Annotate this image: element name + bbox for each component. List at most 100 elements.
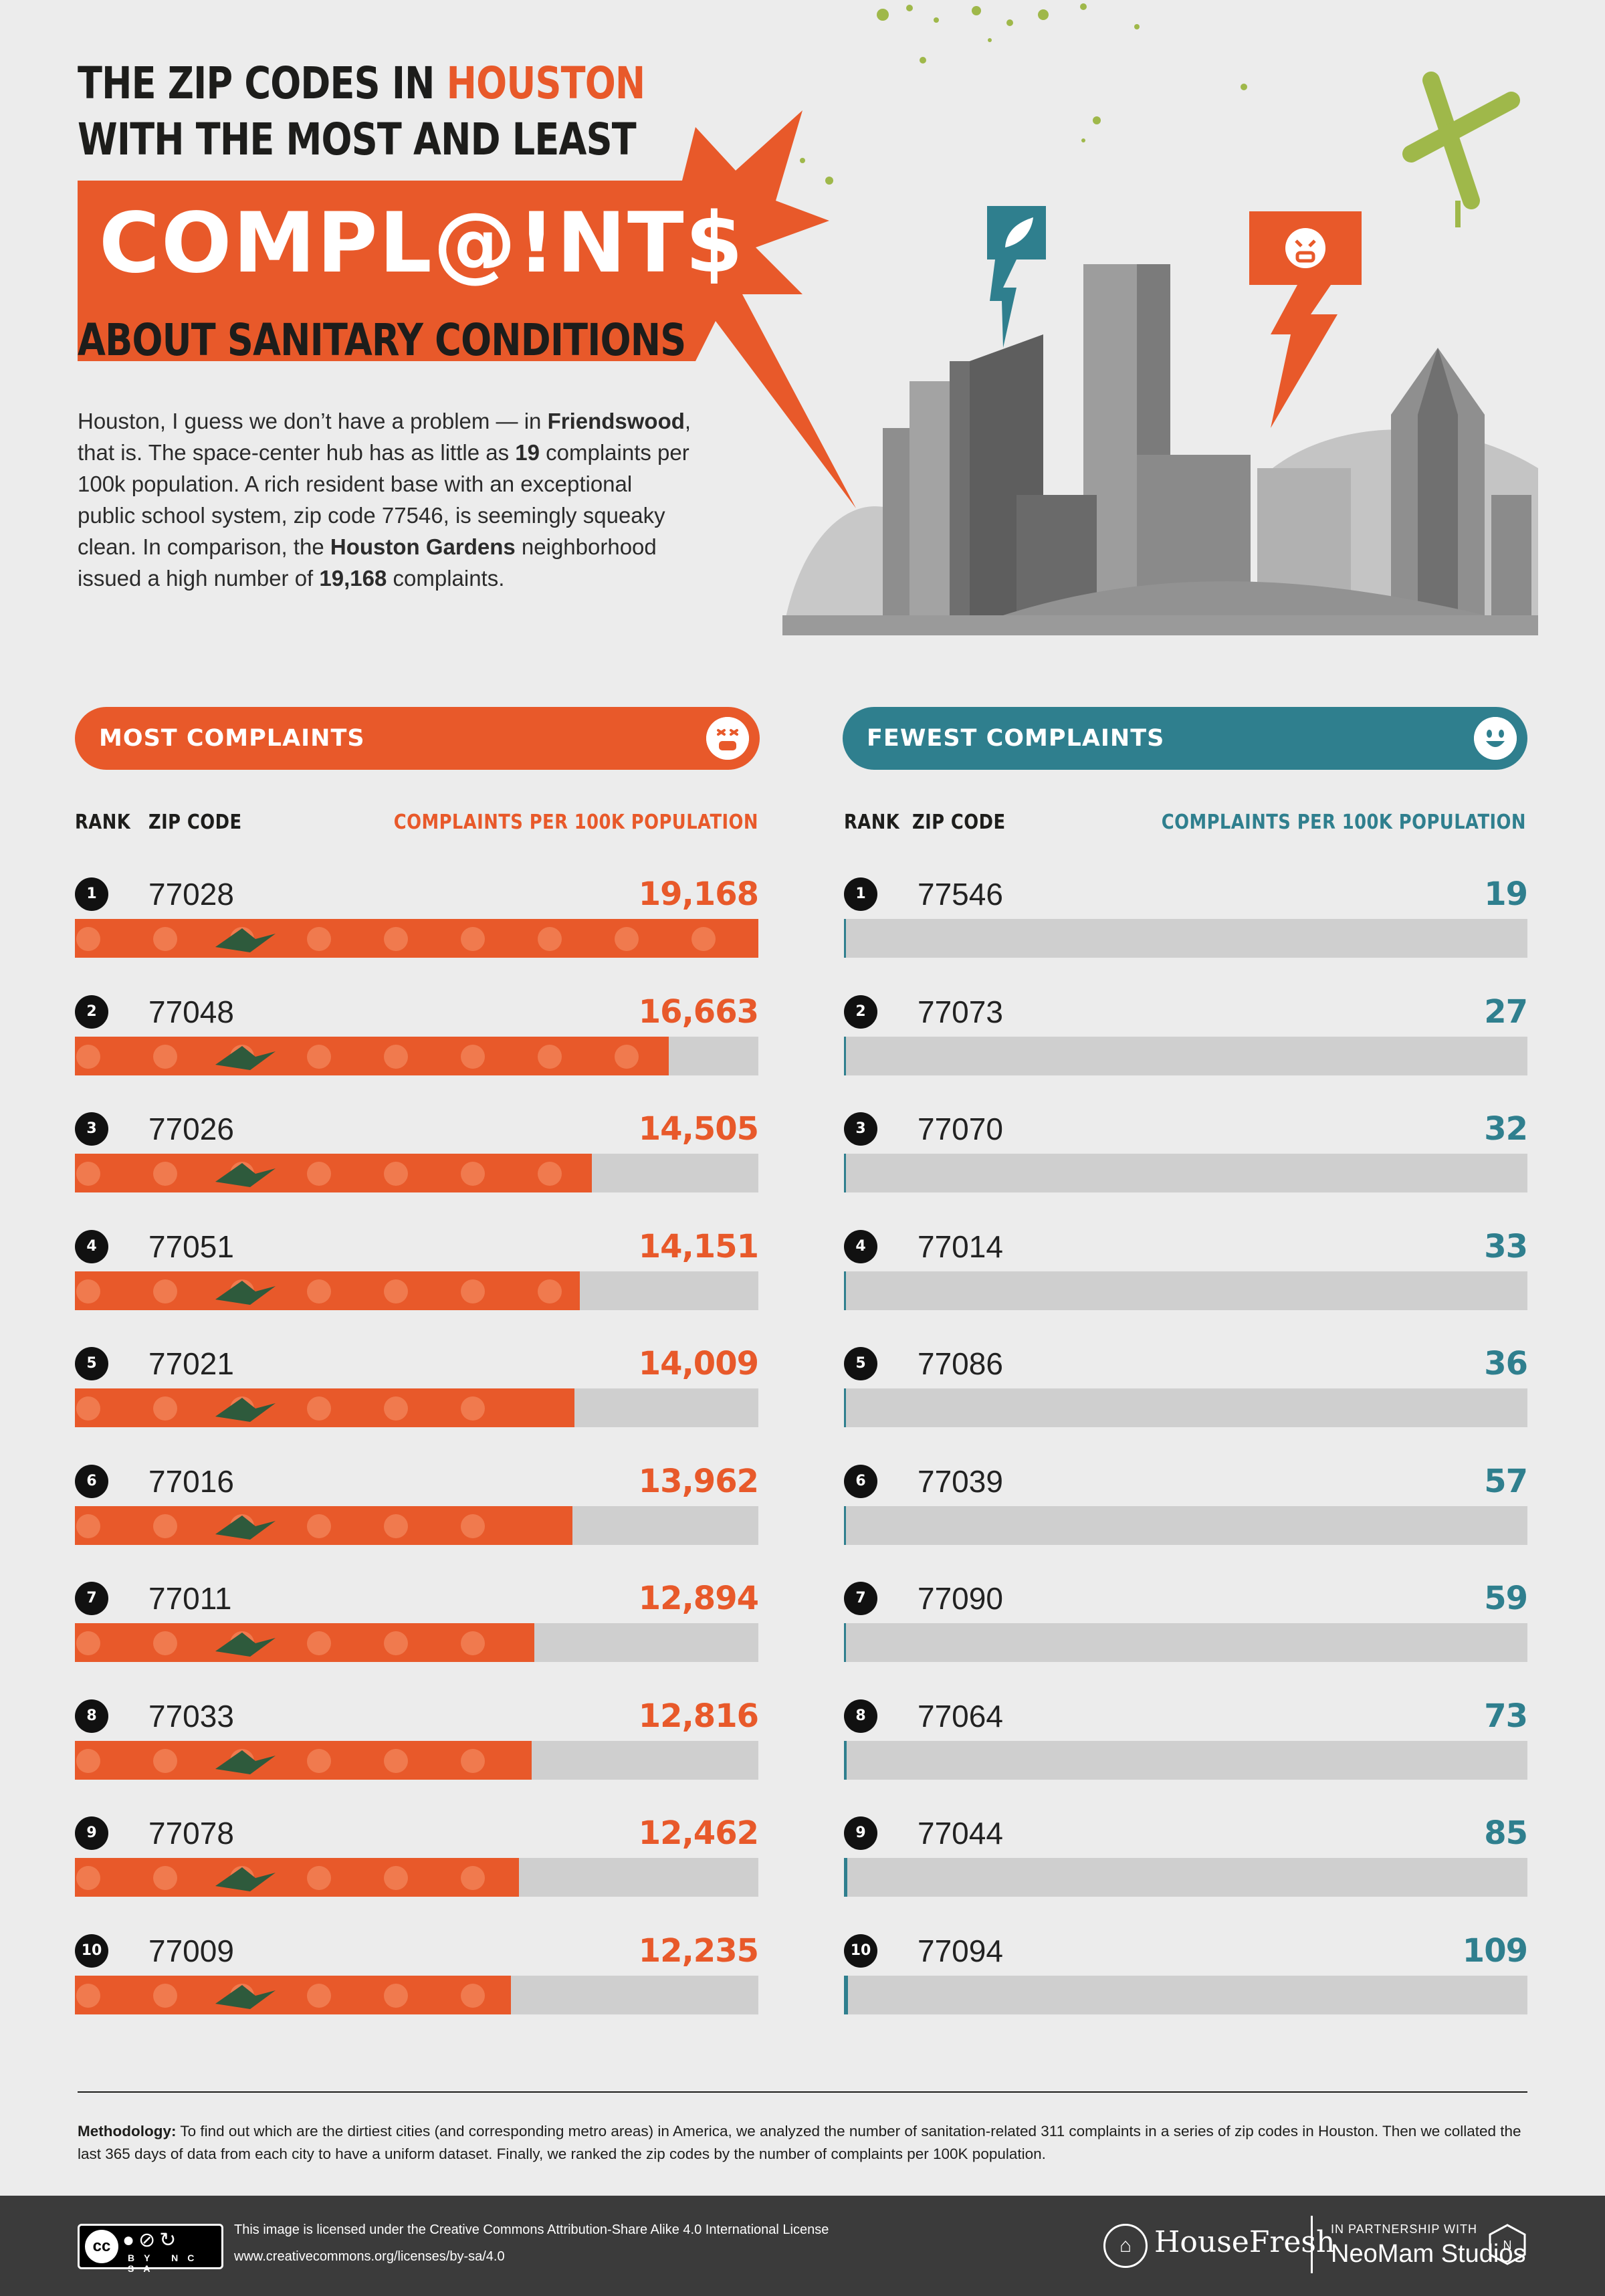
trash-bag-icon (461, 1514, 485, 1538)
trash-bag-icon (461, 1279, 485, 1303)
bar-track (844, 1036, 1527, 1075)
intro-text: complaints. (387, 566, 505, 591)
intro-text: complaints per 100k population. A rich r… (78, 440, 689, 559)
fewest-complaints-title: FEWEST COMPLAINTS (867, 725, 1165, 752)
zip-code-label: 77078 (148, 1816, 234, 1851)
trash-bag-icon (615, 927, 639, 951)
methodology: Methodology: To find out which are the d… (78, 2120, 1529, 2166)
trash-bag-icon (461, 1044, 485, 1069)
most-complaints-header: MOST COMPLAINTS (75, 707, 760, 770)
value-label: 57 (1484, 1462, 1528, 1500)
trash-bag-icon (538, 927, 562, 951)
value-label: 33 (1484, 1227, 1528, 1265)
bar-track (75, 1154, 758, 1192)
footer-divider (1311, 2216, 1313, 2273)
rank-badge: 5 (75, 1347, 108, 1380)
value-label: 16,663 (638, 993, 759, 1031)
value-label: 12,235 (638, 1932, 759, 1970)
license-link[interactable]: www.creativecommons.org/licenses/by-sa/4… (234, 2249, 505, 2264)
trash-bag-icon (384, 927, 408, 951)
value-label: 12,462 (638, 1814, 759, 1852)
trash-bag-icon (153, 1514, 177, 1538)
trash-bag-icon (76, 1044, 100, 1069)
chart-row: 4 77014 33 (844, 1225, 1528, 1332)
metric-header-right: COMPLAINTS PER 100K POPULATION (1161, 811, 1526, 834)
value-label: 73 (1484, 1697, 1528, 1735)
zip-code-label: 77073 (918, 994, 1003, 1029)
value-label: 59 (1484, 1580, 1528, 1617)
trash-bag-icon (461, 1748, 485, 1773)
trash-bag-icon (461, 927, 485, 951)
banana-peel-icon (215, 1163, 276, 1187)
trash-bag-icon (307, 1279, 331, 1303)
trash-bag-icon (76, 1748, 100, 1773)
intro-text: Houston, I guess we don’t have a problem… (78, 409, 548, 433)
trash-bag-icon (153, 1748, 177, 1773)
chart-row: 2 77073 27 (844, 990, 1528, 1097)
partner-name[interactable]: NeoMam Studios (1331, 2240, 1526, 2268)
zip-header-left: ZIP CODE (148, 811, 242, 834)
house-icon: ⌂ (1103, 2224, 1148, 2268)
bar (844, 1036, 846, 1075)
rank-badge: 9 (844, 1816, 877, 1850)
bar-track (844, 1858, 1527, 1897)
trash-bag-icon (153, 1044, 177, 1069)
trash-bag-icon (384, 1396, 408, 1421)
banana-peel-icon (215, 1750, 276, 1774)
trash-bag-icon (76, 1983, 100, 2008)
banana-peel-icon (215, 1045, 276, 1070)
banana-peel-icon (215, 1398, 276, 1422)
rank-header-left: RANK (75, 811, 131, 834)
bar-track (844, 1740, 1527, 1780)
zip-code-label: 77546 (918, 877, 1003, 912)
zip-code-label: 77090 (918, 1581, 1003, 1616)
fewest-complaints-header: FEWEST COMPLAINTS (843, 707, 1527, 770)
bar-track (75, 1740, 758, 1780)
trash-bag-icon (538, 1162, 562, 1186)
trash-pattern (76, 927, 716, 952)
value-label: 19,168 (638, 875, 759, 913)
trash-bag-icon (615, 1044, 639, 1069)
bar-track (844, 919, 1527, 958)
cc-badge[interactable]: cc ●⊘↻ BY NC SA (78, 2224, 223, 2274)
banana-peel-icon (215, 1984, 276, 2009)
bar (75, 1154, 593, 1192)
value-label: 14,505 (638, 1110, 759, 1148)
bar (844, 1505, 847, 1545)
chart-row: 2 77048 16,663 (75, 990, 759, 1097)
value-label: 85 (1484, 1814, 1528, 1852)
rank-badge: 10 (844, 1934, 877, 1968)
chart-row: 10 77009 12,235 (75, 1929, 759, 2036)
zip-code-label: 77009 (148, 1933, 234, 1968)
bar (75, 1271, 580, 1310)
bar (844, 1154, 846, 1192)
title-accent: HOUSTON (446, 58, 646, 109)
trash-bag-icon (384, 1162, 408, 1186)
footer-rule (78, 2091, 1527, 2093)
bar (75, 1036, 669, 1075)
trash-bag-icon (307, 1748, 331, 1773)
chart-row: 8 77064 73 (844, 1694, 1528, 1801)
value-label: 36 (1484, 1345, 1528, 1382)
methodology-text: To find out which are the dirtiest citie… (78, 2123, 1521, 2162)
leaf-icon (1005, 217, 1033, 247)
chart-row: 5 77086 36 (844, 1342, 1528, 1449)
rank-badge: 1 (844, 877, 877, 911)
svg-text:N: N (1503, 2238, 1512, 2252)
zip-code-label: 77016 (148, 1463, 234, 1499)
intro-bold: 19 (515, 440, 540, 465)
trash-bag-icon (384, 1748, 408, 1773)
chart-row: 6 77016 13,962 (75, 1459, 759, 1566)
intro-text: , that is. The space-center hub has as l… (78, 409, 691, 465)
trash-bag-icon (384, 1631, 408, 1655)
intro-paragraph: Houston, I guess we don’t have a problem… (78, 405, 693, 594)
chart-row: 4 77051 14,151 (75, 1225, 759, 1332)
rank-badge: 4 (75, 1229, 108, 1263)
license-text: This image is licensed under the Creativ… (234, 2222, 829, 2237)
bar-track (844, 1388, 1527, 1427)
trash-pattern (76, 1631, 485, 1657)
zip-code-label: 77011 (148, 1581, 232, 1616)
value-label: 13,962 (638, 1462, 759, 1500)
trash-bag-icon (76, 1162, 100, 1186)
zip-code-label: 77086 (918, 1346, 1003, 1381)
